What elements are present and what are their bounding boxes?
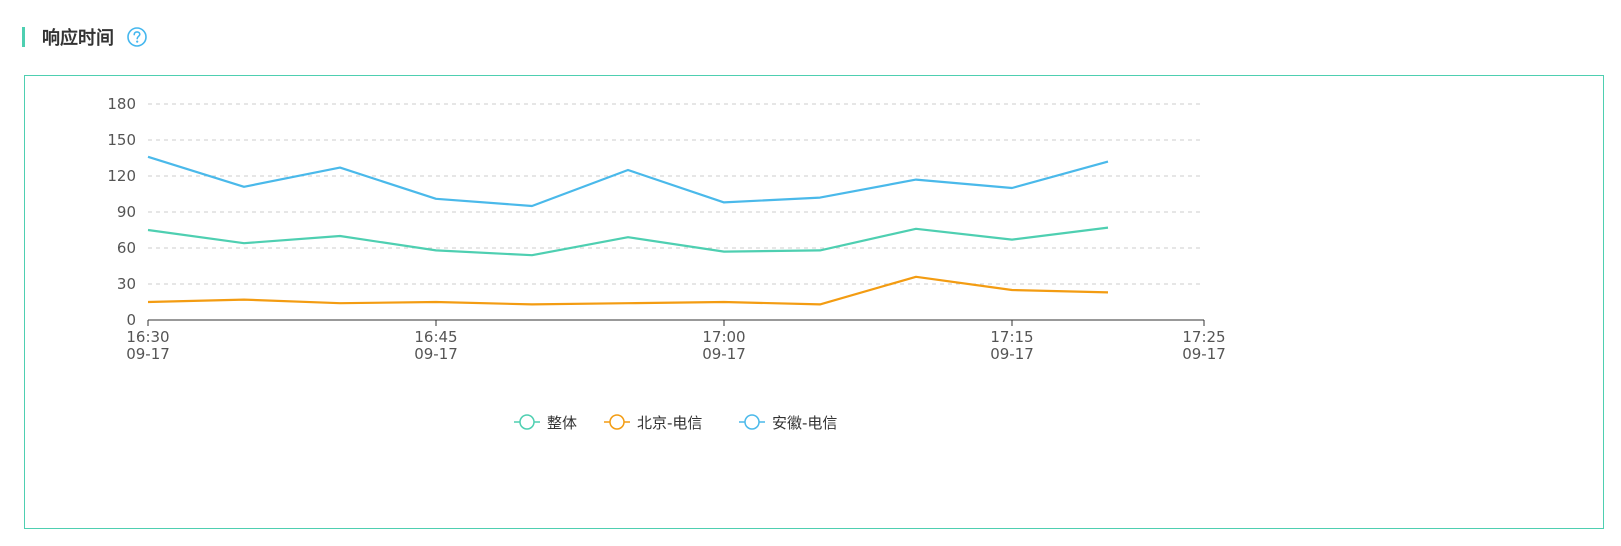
y-tick-label: 60 (117, 239, 136, 257)
series-line-0[interactable] (147, 226, 1109, 257)
x-tick-time-label: 17:15 (990, 328, 1033, 346)
y-tick-label: 30 (117, 275, 136, 293)
x-tick-time-label: 16:30 (126, 328, 169, 346)
legend-circle-marker (609, 414, 625, 430)
legend-circle-marker (744, 414, 760, 430)
series-line-1[interactable] (147, 275, 1109, 306)
section-title: 响应时间 (42, 28, 114, 49)
series-line-2[interactable] (147, 155, 1109, 208)
chart-panel: 0 30 60 90 120 150 180 16:30 09-17 16:45 09-17 17:0… (24, 75, 1604, 529)
x-tick-time-label: 17:00 (702, 328, 745, 346)
x-tick-date-label: 09-17 (1182, 345, 1226, 363)
legend-label: 安徽-电信 (772, 414, 837, 432)
legend-label: 整体 (547, 414, 577, 432)
accent-bar (22, 27, 25, 47)
grid-lines (148, 103, 1204, 285)
section-header: 响应时间 (22, 24, 148, 50)
legend-circle-marker (519, 414, 535, 430)
y-tick-label: 90 (117, 203, 136, 221)
y-tick-label: 180 (107, 95, 136, 113)
legend: 整体 北京-电信 安徽-电信 (514, 414, 837, 432)
x-tick-time-label: 16:45 (414, 328, 457, 346)
series-lines (147, 155, 1109, 306)
x-tick-date-label: 09-17 (990, 345, 1034, 363)
x-tick-date-label: 09-17 (702, 345, 746, 363)
response-time-chart: 030609012015018016:3009-1716:4509-1717:0… (107, 95, 1225, 432)
legend-label: 北京-电信 (637, 414, 702, 432)
y-tick-label: 150 (107, 131, 136, 149)
x-tick-time-label: 17:25 (1182, 328, 1225, 346)
x-tick-date-label: 09-17 (414, 345, 458, 363)
legend-item-1[interactable]: 北京-电信 (604, 414, 702, 432)
question-circle-icon[interactable] (126, 26, 148, 48)
axes: 030609012015018016:3009-1716:4509-1717:0… (107, 95, 1225, 363)
y-tick-label: 120 (107, 167, 136, 185)
x-tick-date-label: 09-17 (126, 345, 170, 363)
y-tick-label: 0 (126, 311, 136, 329)
legend-item-2[interactable]: 安徽-电信 (739, 414, 837, 432)
legend-item-0[interactable]: 整体 (514, 414, 577, 432)
